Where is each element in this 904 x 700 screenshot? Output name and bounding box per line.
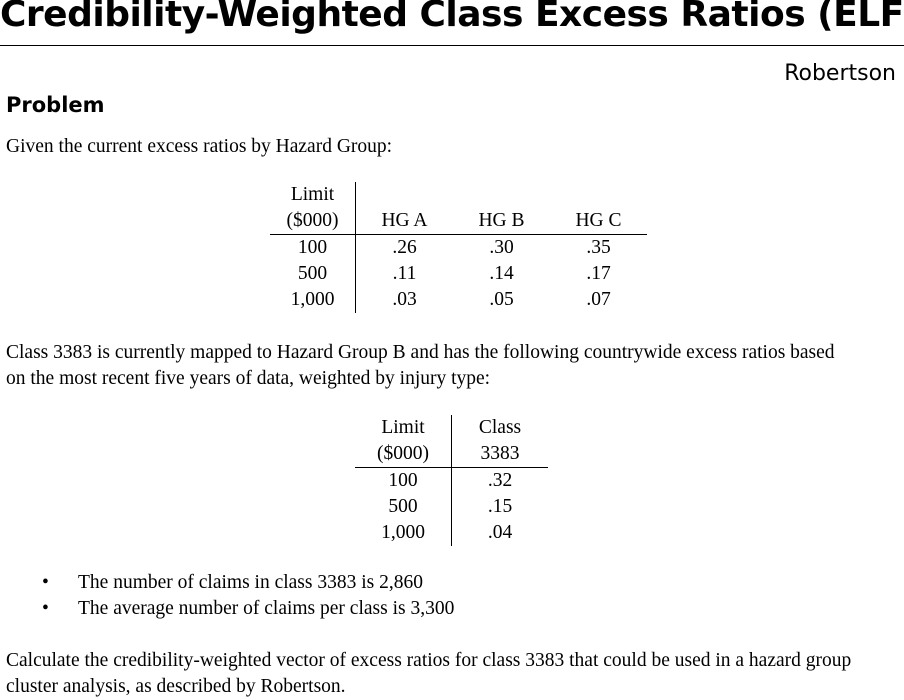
column-header-hg-b: HG B <box>453 208 550 235</box>
table-row: 100 .32 <box>355 467 548 494</box>
ratio-cell: .05 <box>489 289 514 310</box>
table-row: 500 .15 <box>355 494 548 520</box>
list-item-text: The average number of claims per class i… <box>78 598 455 619</box>
class-header: Class <box>478 417 522 438</box>
ratio-cell: .35 <box>586 237 611 258</box>
list-item-text: The number of claims in class 3383 is 2,… <box>78 572 423 593</box>
limit-unit-header: ($000) <box>355 441 452 468</box>
section-heading: Problem <box>6 93 105 117</box>
class-excess-ratio-table: Limit Class ($000) 3383 100 .32 500 .15 … <box>355 415 548 546</box>
class-description-line: Class 3383 is currently mapped to Hazard… <box>6 342 835 363</box>
table-row: 500 .11 .14 .17 <box>270 261 647 287</box>
ratio-cell: .26 <box>392 237 417 258</box>
author-name: Robertson <box>784 61 896 86</box>
ratio-cell: .17 <box>586 263 611 284</box>
task-line: cluster analysis, as described by Robert… <box>6 676 346 697</box>
limit-cell: 500 <box>355 494 452 520</box>
limit-cell: 1,000 <box>355 520 452 546</box>
class-description-line: on the most recent five years of data, w… <box>6 368 491 389</box>
limit-cell: 1,000 <box>270 287 356 313</box>
limit-cell: 100 <box>270 234 356 261</box>
limit-cell: 500 <box>270 261 356 287</box>
table-row: 1,000 .03 .05 .07 <box>270 287 647 313</box>
ratio-cell: .32 <box>487 470 513 491</box>
column-header-hg-a: HG A <box>355 208 453 235</box>
table-row: 100 .26 .30 .35 <box>270 234 647 261</box>
fact-list: • The number of claims in class 3383 is … <box>0 570 454 622</box>
class-description: Class 3383 is currently mapped to Hazard… <box>6 340 835 392</box>
ratio-cell: .03 <box>392 289 417 310</box>
limit-cell: 100 <box>355 467 452 494</box>
list-item: • The number of claims in class 3383 is … <box>0 570 454 596</box>
ratio-cell: .30 <box>489 237 514 258</box>
ratio-cell: .04 <box>487 522 513 543</box>
intro-text: Given the current excess ratios by Hazar… <box>6 136 393 157</box>
limit-header: Limit <box>355 415 452 441</box>
task-line: Calculate the credibility-weighted vecto… <box>6 650 852 671</box>
ratio-cell: .11 <box>392 263 417 284</box>
task-text: Calculate the credibility-weighted vecto… <box>6 648 851 700</box>
hazard-group-excess-ratio-table: Limit ($000) HG A HG B HG C 100 .26 .30 … <box>270 182 647 313</box>
page-title: Credibility-Weighted Class Excess Ratios… <box>0 0 904 35</box>
ratio-cell: .15 <box>487 496 513 517</box>
ratio-cell: .14 <box>489 263 514 284</box>
ratio-cell: .07 <box>586 289 611 310</box>
bullet-icon: • <box>42 572 49 593</box>
list-item: • The average number of claims per class… <box>0 596 454 622</box>
class-number-header: 3383 <box>451 441 548 468</box>
title-divider <box>0 45 904 46</box>
bullet-icon: • <box>42 598 49 619</box>
table-row: 1,000 .04 <box>355 520 548 546</box>
limit-unit-header: ($000) <box>270 208 356 235</box>
column-header-hg-c: HG C <box>550 208 647 235</box>
limit-header: Limit <box>270 182 356 208</box>
